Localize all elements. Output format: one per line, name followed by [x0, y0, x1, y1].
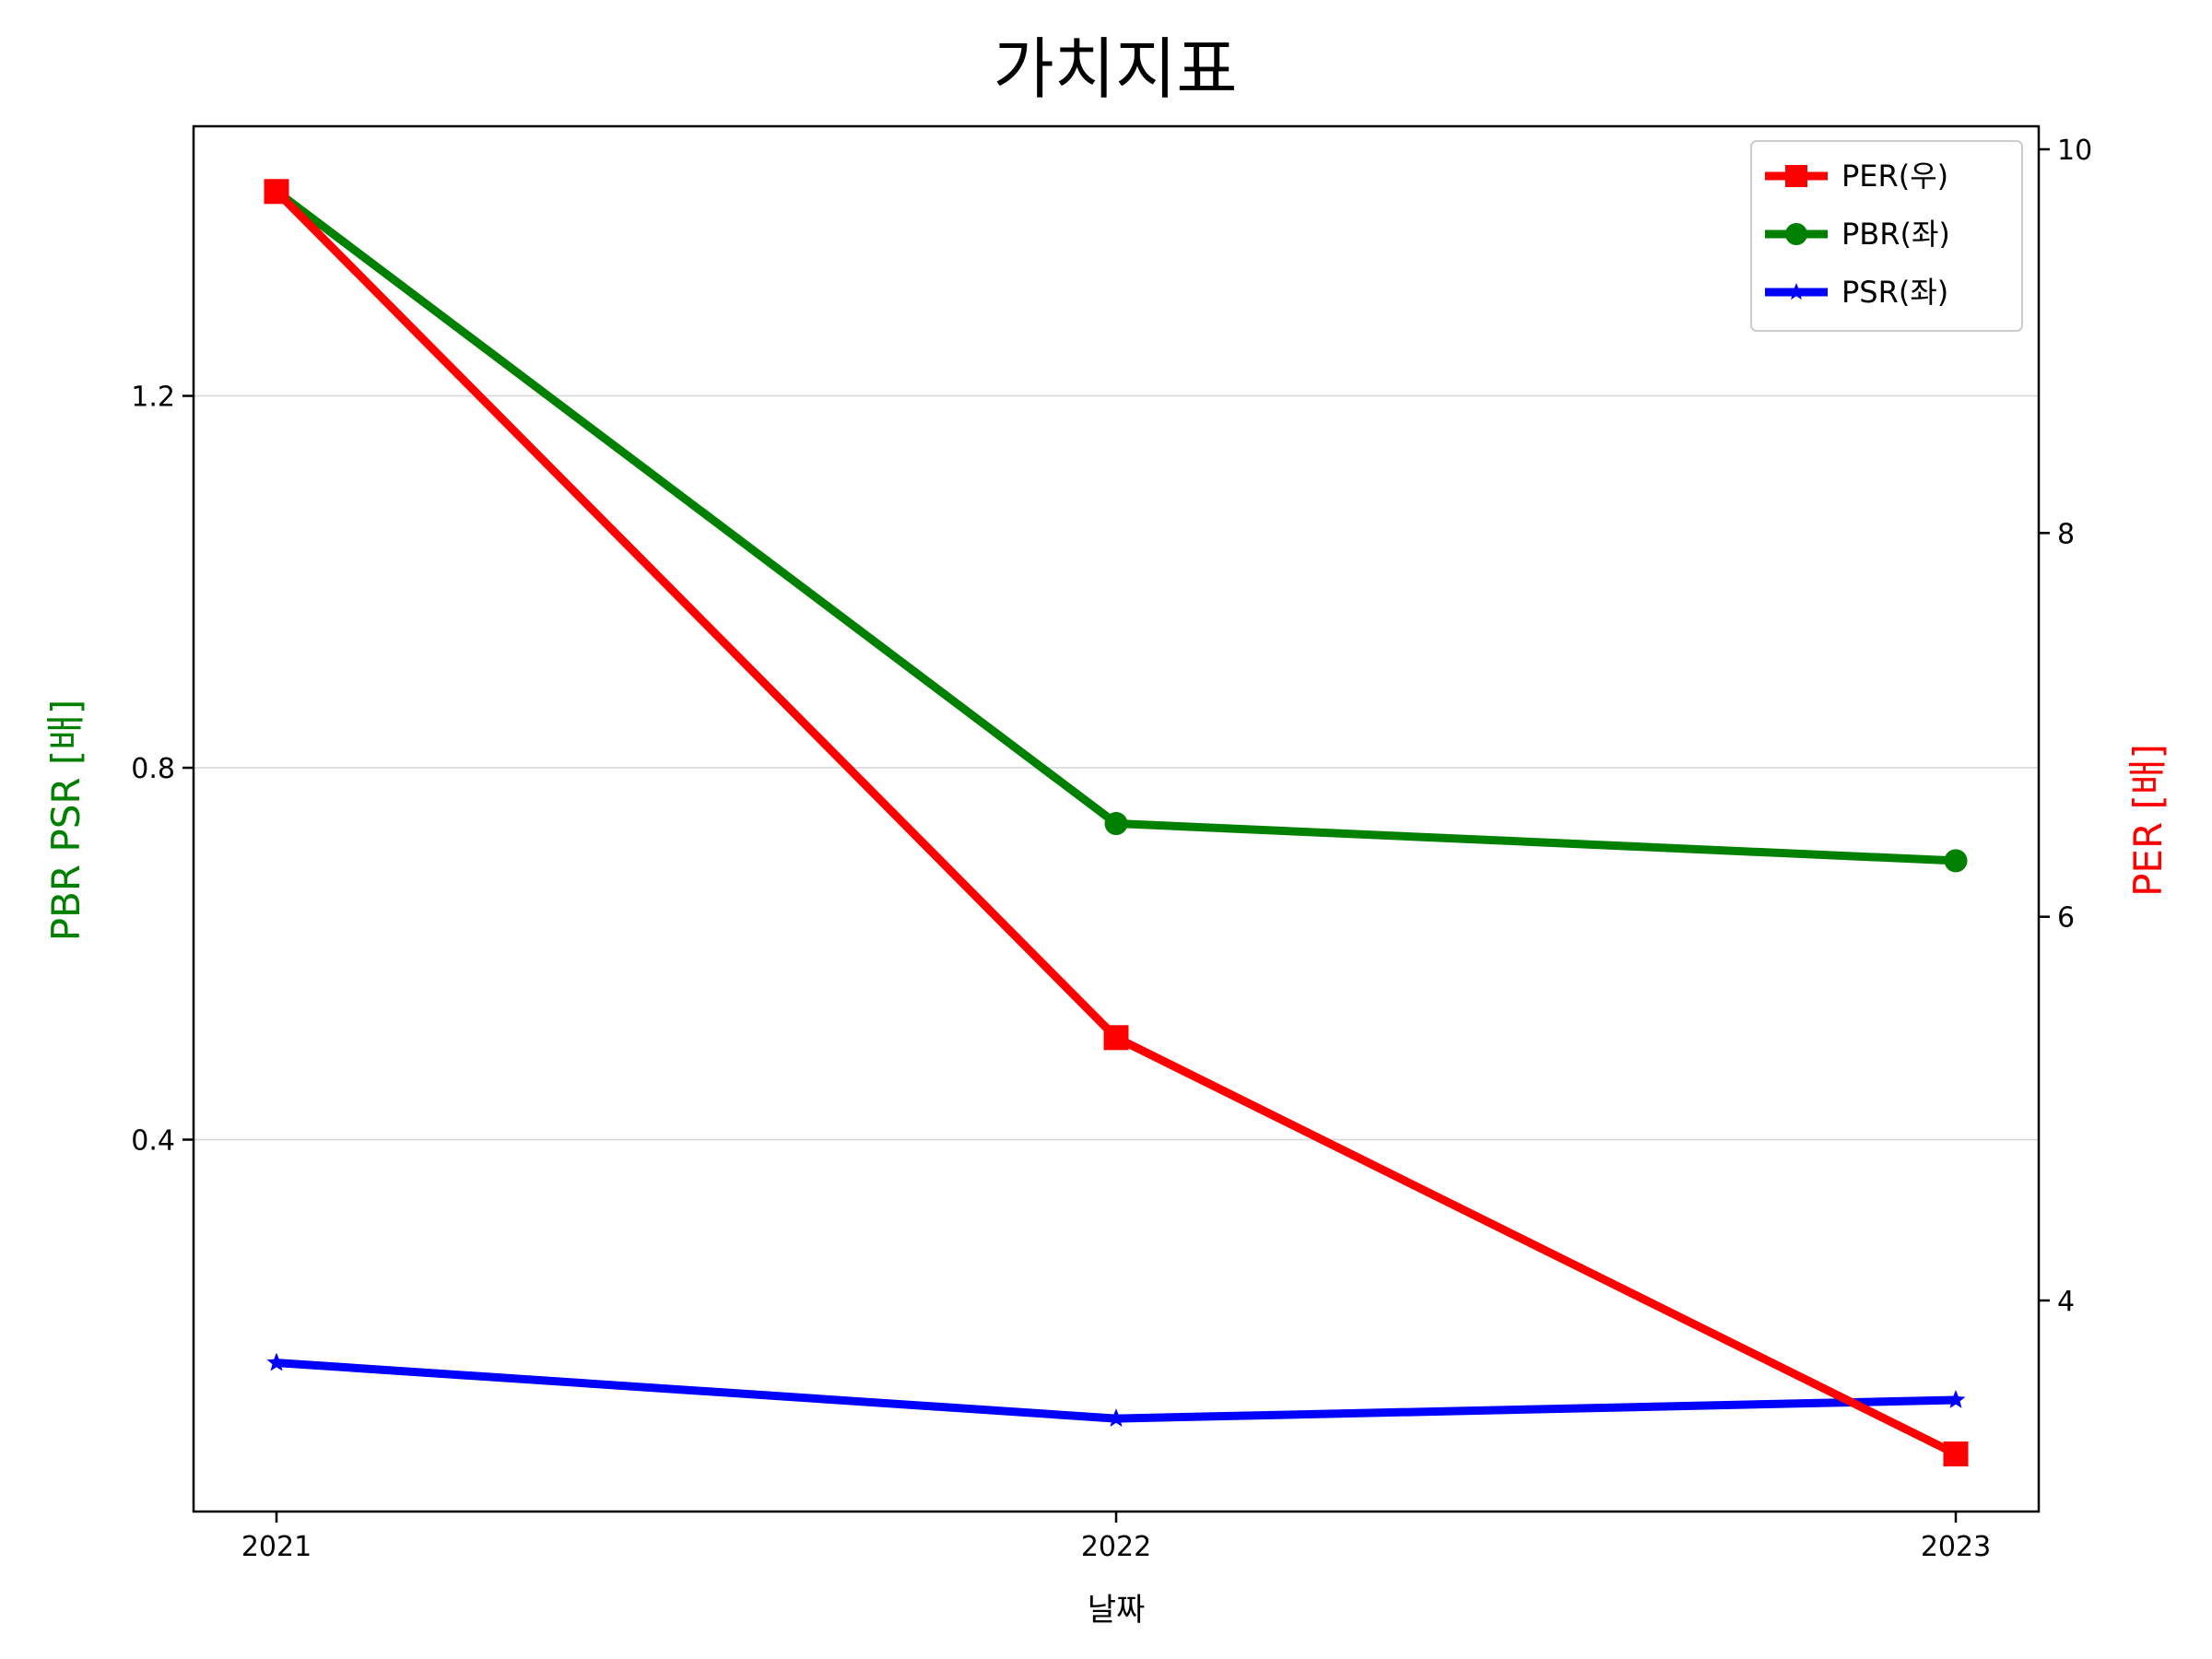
- data-point: [264, 179, 289, 205]
- right-axis-label: PER [배]: [2125, 744, 2171, 897]
- data-point: [266, 1352, 287, 1371]
- x-tick-label: 2021: [241, 1531, 312, 1563]
- series-layer: [264, 179, 1969, 1467]
- chart-title: 가치지표: [994, 30, 1238, 108]
- left-tick-label: 0.8: [131, 753, 175, 785]
- x-tick-label: 2023: [1921, 1531, 1991, 1563]
- x-tick-label: 2022: [1081, 1531, 1151, 1563]
- data-point: [1106, 1408, 1126, 1427]
- left-axis-ticks: 0.4 0.8 1.2: [131, 382, 194, 1158]
- left-axis-label: PBR PSR [배]: [43, 700, 88, 942]
- series-PER(우): [264, 179, 1969, 1467]
- legend: PER(우) PBR(좌) PSR(좌): [1750, 140, 2023, 332]
- right-tick-label: 6: [2057, 902, 2075, 935]
- data-point: [1103, 1025, 1129, 1051]
- legend-marker: [1785, 165, 1807, 187]
- legend-item: PSR(좌): [1765, 275, 1948, 310]
- legend-marker: [1787, 283, 1806, 300]
- legend-item: PBR(좌): [1765, 217, 1950, 252]
- legend-label: PBR(좌): [1841, 217, 1950, 252]
- right-axis-ticks: 4 6 8 10: [2039, 135, 2092, 1318]
- legend-label: PER(우): [1841, 159, 1948, 194]
- legend-marker: [1785, 223, 1807, 245]
- legend-label: PSR(좌): [1841, 275, 1948, 310]
- right-tick-label: 10: [2057, 135, 2092, 167]
- data-point: [1946, 1390, 1966, 1408]
- legend-box: [1750, 140, 2023, 332]
- grid-lines: [194, 394, 2039, 1141]
- right-tick-label: 4: [2057, 1286, 2075, 1318]
- series-PSR(좌): [266, 1352, 1966, 1427]
- legend-item: PER(우): [1765, 159, 1948, 194]
- right-tick-label: 8: [2057, 518, 2075, 550]
- left-tick-label: 0.4: [131, 1125, 175, 1158]
- x-axis-label: 날짜: [1088, 1592, 1146, 1629]
- data-point: [1944, 849, 1968, 873]
- left-tick-label: 1.2: [131, 382, 175, 414]
- data-point: [1943, 1441, 1969, 1467]
- x-axis-ticks: 2021 2022 2023: [241, 1512, 1991, 1563]
- data-point: [1104, 812, 1128, 836]
